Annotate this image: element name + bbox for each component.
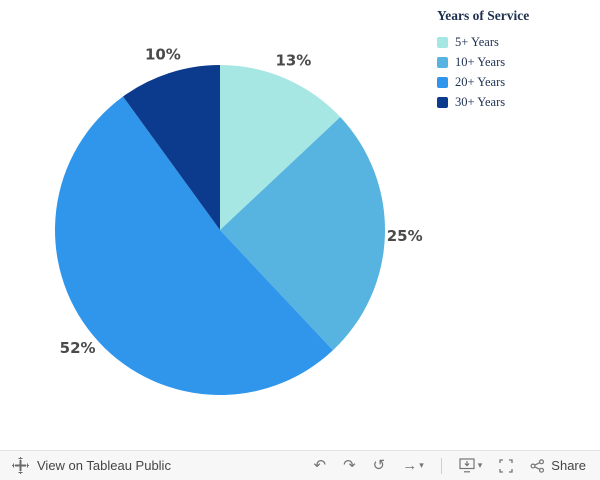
legend-item-30-years[interactable]: 30+ Years — [437, 92, 529, 112]
legend-item-label: 5+ Years — [455, 35, 499, 49]
tableau-toolbar: View on Tableau Public ↶ ↷ ↺ → ▾ — [0, 450, 600, 480]
pie-slice-5-years[interactable] — [220, 65, 341, 230]
view-on-tableau-public-link[interactable]: View on Tableau Public — [12, 457, 171, 474]
legend-item-5-years[interactable]: 5+ Years — [437, 32, 529, 52]
revert-button[interactable]: ↺ — [373, 458, 386, 473]
pie-slice-label-30-years: 10% — [145, 45, 181, 63]
pie-slice-20-years[interactable] — [54, 96, 333, 396]
revert-icon: ↺ — [372, 457, 386, 474]
fullscreen-button[interactable] — [499, 458, 513, 473]
forward-button[interactable]: → ▾ — [402, 458, 424, 473]
pie-slice-label-10-years: 25% — [387, 227, 423, 245]
download-icon — [459, 458, 475, 473]
pie-chart-area: 13% 25% 52% 10% Years of Service 5+ Years 10… — [54, 8, 529, 396]
caret-down-icon: ▾ — [477, 460, 483, 470]
legend: Years of Service 5+ Years 10+ Years 20+ Ye… — [437, 8, 529, 112]
pie-slice-10-years[interactable] — [220, 117, 385, 351]
pie-chart-svg: 13% 25% 52% 10% — [54, 45, 423, 396]
download-button[interactable]: ▾ — [459, 458, 483, 473]
pie-slice-label-20-years: 52% — [60, 339, 96, 357]
share-icon — [530, 458, 545, 473]
caret-down-icon: ▾ — [419, 460, 424, 470]
undo-icon: ↶ — [313, 457, 327, 474]
redo-button[interactable]: ↷ — [343, 458, 356, 473]
redo-icon: ↷ — [343, 457, 356, 474]
fullscreen-icon — [499, 458, 513, 473]
legend-item-label: 30+ Years — [455, 95, 506, 109]
tableau-logo-icon — [12, 457, 29, 474]
pie-slice-30-years[interactable] — [123, 65, 220, 230]
share-label: Share — [551, 458, 586, 473]
legend-items: 5+ Years 10+ Years 20+ Years 30+ Years — [437, 32, 529, 112]
legend-swatch-10-years — [437, 56, 448, 68]
legend-swatch-5-years — [437, 36, 448, 48]
legend-item-20-years[interactable]: 20+ Years — [437, 72, 529, 92]
share-button[interactable]: Share — [530, 458, 586, 473]
view-on-tableau-public-label: View on Tableau Public — [37, 458, 171, 473]
toolbar-buttons: ↶ ↷ ↺ → ▾ ▾ — [314, 457, 586, 474]
legend-swatch-30-years — [437, 96, 448, 108]
legend-title: Years of Service — [437, 8, 530, 23]
forward-icon: → — [402, 457, 418, 474]
legend-swatch-20-years — [437, 76, 448, 88]
legend-item-10-years[interactable]: 10+ Years — [437, 52, 529, 72]
pie-slice-label-5-years: 13% — [275, 52, 311, 70]
toolbar-divider — [440, 457, 442, 474]
undo-button[interactable]: ↶ — [314, 458, 327, 473]
legend-item-label: 20+ Years — [455, 75, 506, 89]
legend-item-label: 10+ Years — [455, 55, 506, 69]
